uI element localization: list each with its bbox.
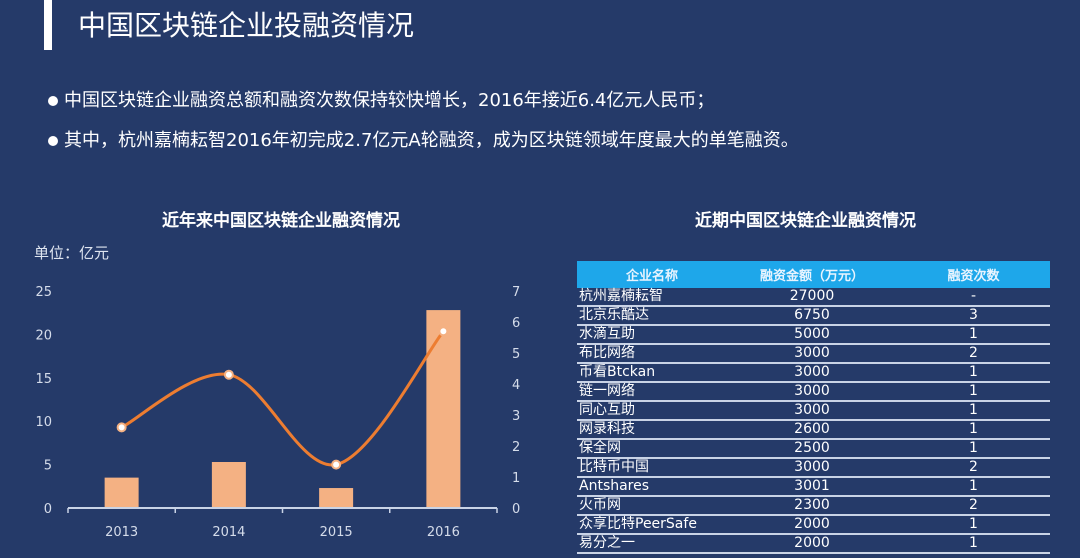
left-tick-label: 0 <box>44 502 52 517</box>
left-tick-label: 15 <box>35 372 52 387</box>
amount: 2500 <box>727 439 897 460</box>
left-tick-label: 5 <box>44 459 52 474</box>
amount: 3001 <box>727 477 897 498</box>
right-tick-label: 0 <box>512 502 520 517</box>
funding-table: 企业名称 融资金额（万元） 融资次数 杭州嘉楠耘智 27000- 北京乐酷达 6750… <box>577 261 1050 555</box>
x-tick-label: 2013 <box>105 525 138 540</box>
table-row: 水滴互助 5000 1 <box>577 325 1050 346</box>
line-point <box>331 459 342 470</box>
left-tick-label: 20 <box>35 328 52 343</box>
table-row: 众享比特PeerSafe 2000 1 <box>577 515 1050 536</box>
amount: 2300 <box>727 496 897 517</box>
unit-label: 单位：亿元 <box>34 244 110 262</box>
table-row: 北京乐酷达 6750 3 <box>577 306 1050 327</box>
count: 1 <box>897 439 1050 460</box>
left-tick-label: 10 <box>35 415 52 430</box>
count: 3 <box>897 306 1050 327</box>
line-point <box>223 369 234 380</box>
count: 2 <box>897 344 1050 365</box>
table-row: Antshares 3001 1 <box>577 477 1050 498</box>
left-tick-label: 25 <box>35 285 52 300</box>
chart-title: 近年来中国区块链企业融资情况 <box>162 211 400 231</box>
bullet-text: 中国区块链企业融资总额和融资次数保持较快增长，2016年接近6.4亿元人民币； <box>64 90 715 111</box>
right-tick-label: 1 <box>512 471 520 486</box>
table-row: 杭州嘉楠耘智 27000- <box>577 288 1050 308</box>
col-header-name: 企业名称 <box>577 261 727 288</box>
table-row: 易分之一 2000 1 <box>577 534 1050 555</box>
count: 1 <box>897 363 1050 384</box>
amount: 27000 <box>727 288 897 308</box>
combo-chart: 0 5 10 15 20 25 0 1 2 3 4 5 6 7 2013 2014 2015 2016 <box>35 285 520 540</box>
col-header-count: 融资次数 <box>897 261 1050 288</box>
company-name: 链一网络 <box>577 382 727 403</box>
amount: 6750 <box>727 306 897 327</box>
amount: 3000 <box>727 382 897 403</box>
bullet-dot-icon <box>48 96 58 106</box>
company-name: 布比网络 <box>577 344 727 365</box>
right-tick-label: 5 <box>512 347 520 362</box>
bullet-text: 其中，杭州嘉楠耘智2016年初完成2.7亿元A轮融资，成为区块链领域年度最大的单… <box>64 130 799 151</box>
amount: 2000 <box>727 534 897 555</box>
right-tick-label: 4 <box>512 378 520 393</box>
company-name: 易分之一 <box>577 534 727 555</box>
company-name: 北京乐酷达 <box>577 306 727 327</box>
bullet-1: 中国区块链企业融资总额和融资次数保持较快增长，2016年接近6.4亿元人民币； <box>48 86 714 112</box>
count: 1 <box>897 515 1050 536</box>
bar <box>211 461 246 508</box>
company-name: 比特币中国 <box>577 458 727 479</box>
company-name: 水滴互助 <box>577 325 727 346</box>
company-name: 同心互助 <box>577 401 727 422</box>
page-title: 中国区块链企业投融资情况 <box>78 9 415 42</box>
line-point <box>438 326 449 337</box>
amount: 3000 <box>727 344 897 365</box>
amount: 5000 <box>727 325 897 346</box>
company-name: 火币网 <box>577 496 727 517</box>
table-row: 链一网络 3000 1 <box>577 382 1050 403</box>
company-name: 众享比特PeerSafe <box>577 515 727 536</box>
col-header-amount: 融资金额（万元） <box>727 261 897 288</box>
right-tick-label: 2 <box>512 440 520 455</box>
table-row: 布比网络 3000 2 <box>577 344 1050 365</box>
table-row: 网录科技 2600 1 <box>577 420 1050 441</box>
count: - <box>897 288 1050 308</box>
count: 1 <box>897 420 1050 441</box>
bar <box>319 488 354 508</box>
bar <box>426 310 461 508</box>
amount: 3000 <box>727 401 897 422</box>
amount: 2000 <box>727 515 897 536</box>
bullet-2: 其中，杭州嘉楠耘智2016年初完成2.7亿元A轮融资，成为区块链领域年度最大的单… <box>48 126 799 152</box>
table-row: 比特币中国 3000 2 <box>577 458 1050 479</box>
company-name: 杭州嘉楠耘智 <box>577 288 727 308</box>
x-tick-label: 2014 <box>212 525 245 540</box>
table-row: 币看Btckan 3000 1 <box>577 363 1050 384</box>
company-name: 网录科技 <box>577 420 727 441</box>
right-tick-label: 3 <box>512 409 520 424</box>
count: 1 <box>897 382 1050 403</box>
table-title: 近期中国区块链企业融资情况 <box>695 211 916 231</box>
x-tick-label: 2015 <box>320 525 353 540</box>
table-row: 火币网 2300 2 <box>577 496 1050 517</box>
company-name: 币看Btckan <box>577 363 727 384</box>
bar <box>104 477 139 508</box>
table-row: 同心互助 3000 1 <box>577 401 1050 422</box>
count: 1 <box>897 325 1050 346</box>
x-tick-label: 2016 <box>427 525 460 540</box>
right-tick-label: 6 <box>512 316 520 331</box>
company-name: Antshares <box>577 477 727 498</box>
table-row: 保全网 2500 1 <box>577 439 1050 460</box>
amount: 3000 <box>727 458 897 479</box>
company-name: 保全网 <box>577 439 727 460</box>
bullet-dot-icon <box>48 136 58 146</box>
count: 1 <box>897 534 1050 555</box>
amount: 3000 <box>727 363 897 384</box>
count: 1 <box>897 401 1050 422</box>
right-tick-label: 7 <box>512 285 520 300</box>
title-accent-bar <box>44 0 52 50</box>
count: 1 <box>897 477 1050 498</box>
count: 2 <box>897 496 1050 517</box>
amount: 2600 <box>727 420 897 441</box>
line-series <box>120 330 445 467</box>
count: 2 <box>897 458 1050 479</box>
line-point <box>116 422 127 433</box>
